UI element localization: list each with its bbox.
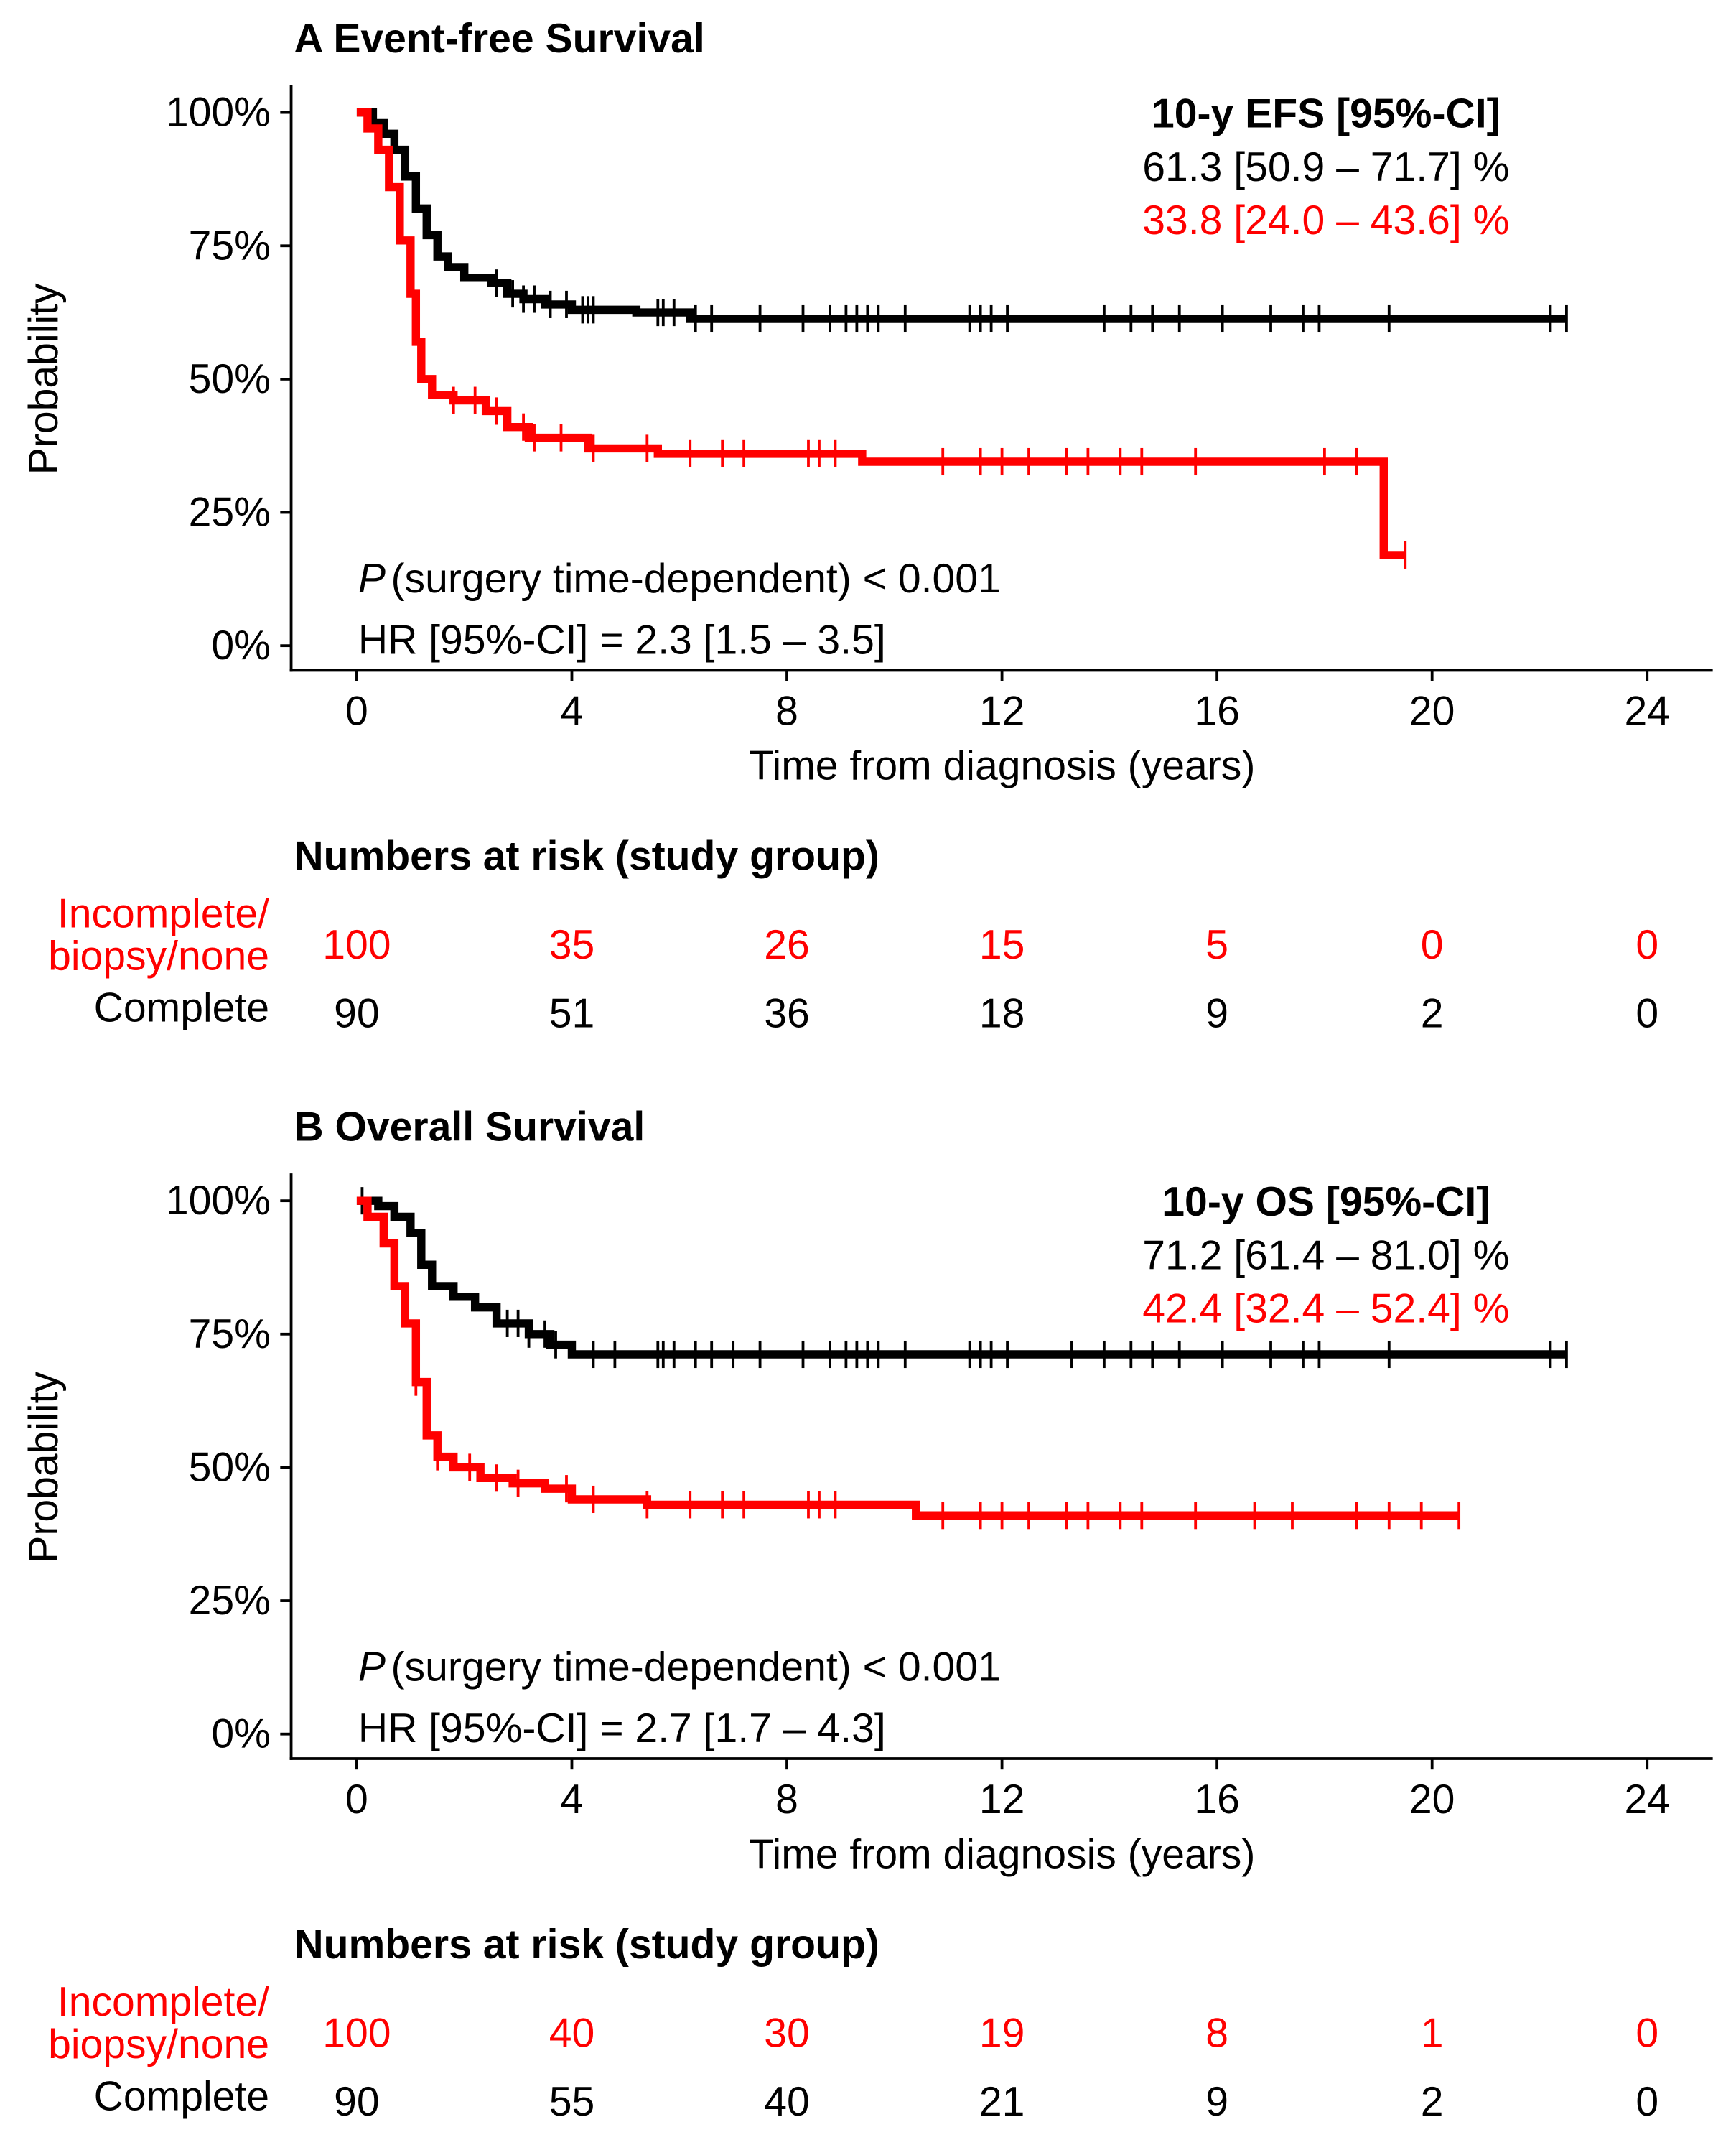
risk-value: 19	[979, 2011, 1025, 2057]
survival-curve-incomplete	[356, 108, 1406, 559]
x-tick-label: 12	[979, 689, 1025, 735]
risk-value: 26	[764, 922, 810, 968]
x-axis-label: Time from diagnosis (years)	[749, 743, 1256, 789]
risk-table-title: Numbers at risk (study group)	[294, 1922, 879, 1968]
y-axis-label: Probability	[21, 1372, 67, 1563]
risk-value: 55	[549, 2079, 595, 2125]
x-tick-label: 0	[345, 689, 368, 735]
risk-row-label: Incomplete/	[57, 890, 269, 936]
risk-value: 40	[549, 2011, 595, 2057]
survival-curve-complete	[356, 108, 1567, 323]
risk-row-label: Complete	[94, 2073, 269, 2119]
hazard-ratio-text: HR [95%-CI] = 2.7 [1.7 – 4.3]	[358, 1705, 886, 1751]
risk-table-title: Numbers at risk (study group)	[294, 833, 879, 879]
risk-value: 9	[1205, 2079, 1228, 2125]
risk-value: 90	[334, 990, 380, 1036]
x-tick-label: 20	[1409, 689, 1455, 735]
risk-value: 51	[549, 990, 595, 1036]
p-value: (surgery time-dependent) < 0.001	[391, 1644, 1001, 1690]
p-value: (surgery time-dependent) < 0.001	[391, 556, 1001, 602]
x-tick-label: 12	[979, 1777, 1025, 1823]
x-tick-label: 16	[1194, 1777, 1240, 1823]
risk-value: 8	[1205, 2011, 1228, 2057]
y-tick-label: 25%	[189, 1578, 271, 1624]
p-value-text: P (surgery time-dependent) < 0.001	[358, 1644, 1001, 1690]
y-tick-label: 25%	[189, 490, 271, 536]
p-label: P	[358, 556, 386, 602]
risk-value: 36	[764, 990, 810, 1036]
risk-row-label: Complete	[94, 985, 269, 1031]
x-tick-label: 16	[1194, 689, 1240, 735]
risk-row-label: biopsy/none	[48, 2021, 269, 2067]
y-tick-label: 50%	[189, 1444, 271, 1490]
risk-value: 100	[322, 922, 391, 968]
panel-title: A Event-free Survival	[294, 16, 704, 62]
x-tick-label: 0	[345, 1777, 368, 1823]
risk-value: 1	[1421, 2011, 1444, 2057]
y-tick-label: 100%	[166, 1178, 271, 1224]
risk-value: 90	[334, 2079, 380, 2125]
ten-year-incomplete: 42.4 [32.4 – 52.4] %	[1142, 1286, 1509, 1332]
x-tick-label: 20	[1409, 1777, 1455, 1823]
risk-value: 2	[1421, 990, 1444, 1036]
risk-value: 18	[979, 990, 1025, 1036]
ten-year-complete: 61.3 [50.9 – 71.7] %	[1142, 144, 1509, 190]
x-tick-label: 24	[1624, 689, 1670, 735]
y-tick-label: 50%	[189, 356, 271, 402]
risk-value: 2	[1421, 2079, 1444, 2125]
x-axis-label: Time from diagnosis (years)	[749, 1831, 1256, 1877]
ten-year-complete: 71.2 [61.4 – 81.0] %	[1142, 1232, 1509, 1278]
y-tick-label: 0%	[211, 1711, 271, 1757]
y-tick-label: 0%	[211, 623, 271, 669]
y-axis-label: Probability	[21, 283, 67, 475]
p-label: P	[358, 1644, 386, 1690]
x-tick-label: 8	[775, 1777, 798, 1823]
x-tick-label: 4	[561, 689, 584, 735]
survival-curve-complete	[356, 1196, 1567, 1359]
risk-value: 9	[1205, 990, 1228, 1036]
hazard-ratio-text: HR [95%-CI] = 2.3 [1.5 – 3.5]	[358, 618, 886, 664]
risk-value: 0	[1635, 990, 1658, 1036]
risk-value: 35	[549, 922, 595, 968]
risk-row-label: biopsy/none	[48, 933, 269, 979]
x-tick-label: 4	[561, 1777, 584, 1823]
ten-year-title: 10-y OS [95%-CI]	[1162, 1179, 1490, 1225]
risk-row-label: Incomplete/	[57, 1979, 269, 2025]
risk-value: 40	[764, 2079, 810, 2125]
risk-value: 100	[322, 2011, 391, 2057]
y-tick-label: 75%	[189, 223, 271, 269]
ten-year-title: 10-y EFS [95%-CI]	[1152, 91, 1501, 137]
survival-curve-incomplete	[356, 1196, 1460, 1520]
risk-value: 0	[1421, 922, 1444, 968]
p-value-text: P (surgery time-dependent) < 0.001	[358, 556, 1001, 602]
risk-value: 0	[1635, 2079, 1658, 2125]
x-tick-label: 24	[1624, 1777, 1670, 1823]
ten-year-incomplete: 33.8 [24.0 – 43.6] %	[1142, 197, 1509, 243]
risk-value: 0	[1635, 922, 1658, 968]
panel-title: B Overall Survival	[294, 1104, 645, 1150]
panel-event-free-survival: A Event-free Survival 0% 25% 50% 75% 100% 0 4 8 1…	[21, 16, 1713, 1036]
y-tick-label: 100%	[166, 90, 271, 136]
risk-value: 21	[979, 2079, 1025, 2125]
risk-value: 15	[979, 922, 1025, 968]
y-tick-label: 75%	[189, 1311, 271, 1357]
x-tick-label: 8	[775, 689, 798, 735]
risk-value: 5	[1205, 922, 1228, 968]
risk-value: 0	[1635, 2011, 1658, 2057]
risk-value: 30	[764, 2011, 810, 2057]
